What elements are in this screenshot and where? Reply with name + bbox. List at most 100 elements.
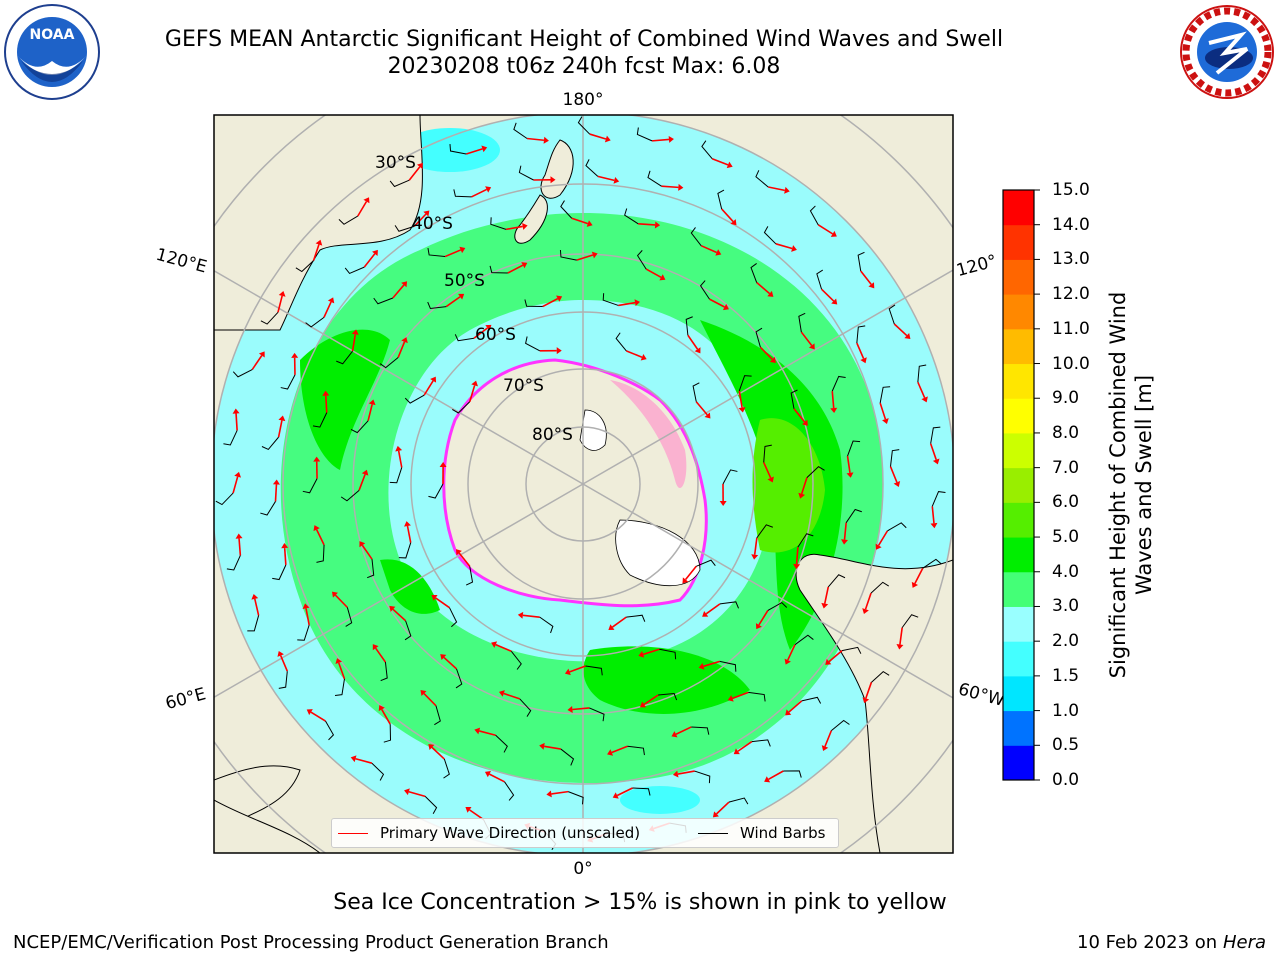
wave-arrow-head — [368, 399, 376, 406]
wave-arrow-head — [904, 333, 911, 339]
wave-arrow-head — [522, 222, 528, 230]
wind-barb — [931, 491, 946, 507]
wave-arrow-head — [302, 603, 310, 609]
wave-direction-arrow — [618, 301, 636, 307]
wave-direction-arrow — [831, 391, 835, 409]
wind-barb — [577, 116, 590, 135]
wind-barb — [278, 671, 288, 689]
wave-direction-arrow — [793, 408, 806, 423]
colorbar-tick-label: 3.0 — [1052, 596, 1080, 617]
wind-barb — [917, 364, 927, 383]
wind-barb — [489, 265, 508, 274]
wave-arrow-head — [234, 471, 242, 478]
wave-direction-arrow — [444, 249, 462, 258]
wave-patch-south — [583, 646, 750, 714]
wind-barb — [717, 189, 725, 210]
colorbar-tick-label: 1.0 — [1052, 700, 1080, 721]
wind-barb — [755, 327, 763, 348]
wave-arrow-head — [654, 221, 661, 229]
wind-barb — [763, 226, 777, 245]
wave-arrow-head — [751, 554, 759, 560]
wave-arrow-head — [591, 251, 598, 259]
wave-direction-arrow — [468, 385, 476, 402]
wind-barb — [589, 707, 605, 722]
colorbar-segment — [1003, 398, 1034, 434]
wind-barb — [806, 466, 825, 479]
wind-barb — [756, 524, 773, 539]
wave-direction-arrow — [788, 700, 803, 713]
wave-direction-arrow — [889, 466, 898, 483]
colorbar-segment — [1003, 432, 1034, 469]
wave-arrow-head — [517, 611, 524, 619]
wave-arrow-head — [678, 183, 684, 191]
wave-arrow-head — [485, 186, 492, 193]
wave-arrow-head — [726, 161, 733, 169]
wave-direction-arrow — [768, 186, 786, 192]
wave-arrow-head — [423, 210, 430, 217]
wave-direction-arrow — [611, 616, 627, 628]
wave-direction-arrow — [367, 404, 373, 422]
wave-arrow-head — [712, 811, 719, 818]
colorbar-tick-label: 8.0 — [1052, 422, 1080, 443]
wind-barb — [615, 332, 627, 352]
wave-arrow-head — [430, 376, 437, 383]
wave-direction-arrow — [279, 655, 289, 672]
wave-direction-arrow — [732, 691, 749, 700]
wave-arrow-head — [485, 324, 492, 331]
wave-direction-arrow — [828, 650, 843, 663]
wave-direction-arrow — [843, 522, 847, 540]
wave-direction-arrows — [215, 116, 946, 851]
wind-barb — [261, 436, 279, 451]
wave-arrow-head — [404, 788, 410, 796]
wave-arrow-head — [882, 418, 889, 424]
wind-barb — [728, 797, 749, 805]
wind-barb — [389, 467, 403, 484]
wave-arrow-head — [420, 689, 427, 696]
wave-arrow-head — [841, 539, 848, 545]
lat-label-80s: 80°S — [532, 425, 573, 445]
wind-barb — [636, 250, 647, 270]
wave-arrow-head — [755, 623, 762, 630]
wave-arrow-head — [459, 246, 466, 254]
wind-barb — [504, 781, 515, 801]
wave-arrow-head — [821, 602, 829, 609]
lon-label-lower-right: 60°W — [956, 679, 1007, 711]
wave-arrow-head — [846, 472, 854, 478]
noaa-logo-text: NOAA — [30, 27, 75, 43]
colorbar-label: Significant Height of Combined Wind Wave… — [1106, 291, 1156, 679]
wind-barb — [857, 251, 865, 272]
wind-barb — [260, 311, 279, 325]
map-frame — [213, 114, 954, 854]
wind-barb — [585, 159, 599, 177]
wind-barb — [226, 555, 241, 571]
wind-barb — [280, 374, 296, 390]
wind-barb — [449, 144, 467, 155]
colorbar-tick-label: 10.0 — [1052, 353, 1090, 374]
wave-arrow-head — [825, 658, 832, 665]
wind-barb — [816, 269, 824, 290]
wave-direction-arrow — [495, 643, 512, 653]
wave-arrow-head — [668, 135, 674, 143]
wind-barb — [232, 369, 253, 378]
wave-direction-arrow — [392, 284, 405, 299]
sea-ice-edge — [442, 358, 708, 608]
wave-direction-arrow — [277, 420, 283, 438]
wave-direction-arrow — [597, 175, 615, 182]
wave-arrow-head — [389, 605, 396, 612]
wave-arrow-head — [313, 456, 321, 462]
wave-direction-arrow — [522, 614, 540, 618]
wind-barb — [847, 440, 861, 457]
wave-arrow-head — [694, 347, 701, 354]
wind-barb — [394, 225, 415, 232]
wind-barb — [801, 696, 822, 704]
wave-direction-arrow — [677, 770, 695, 775]
wave-direction-arrow — [661, 185, 679, 189]
wind-barb — [794, 634, 814, 646]
wave-arrow-head — [372, 644, 379, 651]
wave-direction-arrow — [423, 692, 437, 707]
wave-direction-arrow — [397, 341, 406, 358]
wave-direction-arrow — [375, 647, 387, 663]
wind-barb — [295, 260, 314, 273]
wave-arrow-head — [831, 298, 838, 305]
wave-direction-arrow — [325, 395, 328, 413]
